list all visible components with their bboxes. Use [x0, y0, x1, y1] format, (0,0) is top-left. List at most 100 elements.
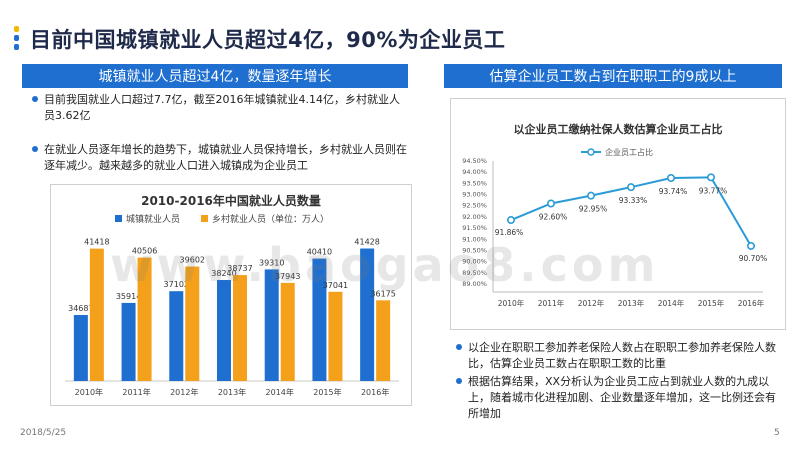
data-label: 92.95% — [579, 205, 608, 214]
x-tick-label: 2014年 — [266, 387, 294, 397]
bar-urban-2 — [121, 302, 136, 381]
x-tick-label: 2015年 — [313, 387, 341, 397]
legend-label-2: 乡村就业人员（单位：万人） — [212, 213, 329, 225]
right-bullet-2: 根据估算结果，XX分析认为企业员工应占到就业人数的九成以上，随着城市化进程加剧、… — [456, 374, 782, 422]
data-point-4 — [627, 183, 636, 192]
bar-value-label: 38240 — [211, 269, 236, 278]
x-tick-label: 2014年 — [658, 298, 685, 308]
bar-urban-1 — [73, 315, 88, 381]
y-tick-label: 90.50% — [462, 246, 487, 254]
bar-value-label: 36175 — [370, 289, 395, 298]
bar-rural-7 — [376, 300, 391, 381]
bar-value-label: 34687 — [68, 304, 93, 313]
bar-rural-2 — [137, 257, 152, 381]
bar-value-label: 40410 — [307, 248, 332, 257]
right-bullet-2-text: 根据估算结果，XX分析认为企业员工应占到就业人数的九成以上，随着城市化进程加剧、… — [468, 375, 776, 420]
bar-rural-5 — [280, 282, 295, 381]
footer-page-number: 5 — [774, 428, 780, 438]
data-point-6 — [706, 173, 715, 182]
bar-value-label: 37943 — [275, 272, 300, 281]
x-tick-label: 2013年 — [218, 387, 246, 397]
bar-urban-5 — [264, 269, 279, 381]
bar-chart-panel: 2010-2016年中国就业人员数量 城镇就业人员 乡村就业人员（单位：万人） 34… — [50, 184, 412, 406]
bar-value-label: 37102 — [164, 280, 189, 289]
data-label: 92.60% — [539, 212, 568, 221]
y-tick-label: 94.50% — [462, 157, 487, 165]
x-tick-label: 2016年 — [738, 298, 765, 308]
line-chart-title: 以企业员工缴纳社保人数估算企业员工占比 — [513, 123, 723, 136]
x-tick-label: 2011年 — [538, 298, 565, 308]
x-tick-label: 2013年 — [618, 298, 645, 308]
y-tick-label: 92.00% — [462, 213, 487, 221]
y-tick-label: 90.00% — [462, 258, 487, 266]
bar-value-label: 40506 — [132, 247, 157, 256]
right-bullet-1-text: 以企业在职职工参加养老保险人数占在职职工参加养老保险人数比，估算企业员工数占在职… — [468, 341, 776, 370]
data-label: 93.33% — [619, 196, 648, 205]
bar-value-label: 39602 — [180, 256, 205, 265]
bullet-dot-icon — [32, 96, 38, 102]
bar-value-label: 35914 — [116, 292, 141, 301]
left-bullet-1-text: 目前我国就业人口超过7.7亿，截至2016年城镇就业4.14亿，乡村就业人员3.… — [44, 93, 400, 122]
y-tick-label: 94.00% — [462, 168, 487, 176]
bar-chart-title: 2010-2016年中国就业人员数量 — [141, 194, 321, 208]
line-chart-panel: 以企业员工缴纳社保人数估算企业员工占比 企业员工占比 94.50% 94.00% 93… — [450, 98, 786, 330]
data-label: 90.70% — [739, 254, 768, 263]
bullet-dot-icon — [456, 344, 462, 350]
bar-value-label: 38737 — [227, 264, 252, 273]
title-accent-dots — [14, 26, 20, 52]
bar-rural-4 — [233, 275, 247, 381]
bar-value-label: 37041 — [323, 281, 348, 290]
bar-urban-7 — [360, 248, 375, 381]
footer-date: 2018/5/25 — [20, 428, 67, 438]
x-tick-label: 2010年 — [498, 298, 525, 308]
bar-value-label: 41418 — [84, 238, 109, 247]
y-tick-label: 93.50% — [462, 179, 487, 187]
x-tick-label: 2010年 — [75, 387, 103, 397]
data-point-3 — [587, 191, 596, 200]
legend-label: 企业员工占比 — [605, 147, 653, 157]
data-point-7 — [746, 241, 755, 250]
left-bullet-1: 目前我国就业人口超过7.7亿，截至2016年城镇就业4.14亿，乡村就业人员3.… — [32, 92, 408, 124]
legend-label-1: 城镇就业人员 — [126, 213, 180, 225]
left-bullet-2-text: 在就业人员逐年增长的趋势下，城镇就业人员保持增长，乡村就业人员则在逐年减少。越来… — [44, 143, 407, 172]
y-tick-label: 91.00% — [462, 235, 487, 243]
data-point-1 — [506, 216, 515, 225]
data-point-5 — [667, 173, 676, 182]
right-bullet-1: 以企业在职职工参加养老保险人数占在职职工参加养老保险人数比，估算企业员工数占在职… — [456, 340, 782, 372]
data-label: 91.86% — [495, 228, 524, 237]
page-title-row: 目前中国城镇就业人员超过4亿，90%为企业员工 — [14, 24, 505, 54]
bar-urban-4 — [217, 279, 231, 381]
data-label: 93.74% — [659, 187, 688, 196]
x-tick-label: 2012年 — [170, 387, 198, 397]
bar-rural-6 — [328, 291, 343, 381]
x-tick-label: 2016年 — [361, 387, 389, 397]
y-tick-label: 91.50% — [462, 224, 487, 232]
bar-urban-3 — [169, 291, 184, 381]
bar-rural-1 — [89, 248, 104, 381]
bar-chart: 城镇就业人员 乡村就业人员（单位：万人） 34687 41418 2010年 35914 4… — [65, 213, 399, 397]
page-title: 目前中国城镇就业人员超过4亿，90%为企业员工 — [30, 28, 506, 52]
legend-swatch-1 — [115, 215, 122, 222]
right-section-header: 估算企业员工数占到在职职工的9成以上 — [444, 64, 782, 88]
bullet-dot-icon — [32, 146, 38, 152]
watermark: www.baogao8.com — [110, 238, 660, 292]
legend-marker — [587, 148, 595, 156]
data-label: 93.77% — [699, 186, 728, 195]
bar-value-label: 39310 — [259, 258, 284, 267]
x-tick-label: 2015年 — [698, 298, 725, 308]
line-chart: 企业员工占比 94.50% 94.00% 93.50% 93.00% 92.50% 92.0… — [462, 147, 768, 308]
data-point-2 — [547, 199, 556, 208]
y-tick-label: 89.50% — [462, 269, 487, 277]
bullet-dot-icon — [456, 378, 462, 384]
y-tick-label: 93.00% — [462, 191, 487, 199]
bar-value-label: 41428 — [354, 238, 379, 247]
y-tick-label: 92.50% — [462, 202, 487, 210]
y-tick-label: 89.00% — [462, 280, 487, 288]
x-tick-label: 2012年 — [578, 298, 605, 308]
legend-swatch-2 — [201, 215, 208, 222]
left-bullet-2: 在就业人员逐年增长的趋势下，城镇就业人员保持增长，乡村就业人员则在逐年减少。越来… — [32, 142, 408, 174]
x-tick-label: 2011年 — [122, 387, 150, 397]
bar-urban-6 — [312, 258, 327, 381]
bar-rural-3 — [185, 266, 200, 381]
left-section-header: 城镇就业人员超过4亿，数量逐年增长 — [22, 64, 408, 88]
